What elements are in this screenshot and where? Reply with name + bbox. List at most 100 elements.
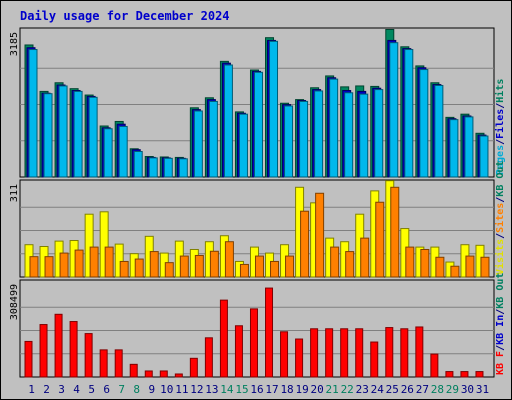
bar-pages [314,90,324,178]
x-tick-label: 18 [280,383,293,396]
bar-kb-f [310,328,319,378]
x-tick-label: 1 [28,383,35,396]
bar-kb-f [24,340,33,378]
bar-sites [119,260,129,278]
legend-entry: / [495,139,506,145]
bar-sites [164,262,174,278]
bar-pages [299,100,309,178]
x-tick-label: 19 [295,383,308,396]
legend-entry: KB In [495,315,506,345]
bar-sites [270,260,280,278]
bar-sites [254,255,264,278]
bar-sites [480,256,490,278]
bar-kb-f [84,333,93,378]
legend-entry: Hits [494,79,506,103]
x-tick-label: 29 [446,383,459,396]
bar-pages [253,71,263,178]
bar-pages [193,110,203,178]
x-tick-label: 20 [311,383,324,396]
x-tick-label: 8 [133,383,140,396]
bar-kb-f [144,370,153,378]
x-tick-label: 7 [118,383,125,396]
bar-sites [345,251,355,278]
x-tick-label: 3 [58,383,65,396]
bar-sites [89,246,99,278]
bar-kb-f [129,363,138,378]
x-tick-label: 28 [431,383,444,396]
bar-sites [285,255,295,278]
x-tick-label: 21 [326,383,339,396]
x-tick-label: 10 [160,383,173,396]
legend-entry: / [495,197,506,203]
bar-kb-f [54,313,63,378]
x-tick-label: 27 [416,383,429,396]
bar-kb-f [159,370,168,378]
bar-pages [419,69,429,178]
x-tick-label: 9 [148,383,155,396]
bar-kb-f [114,349,123,378]
x-tick-label: 11 [175,383,188,396]
x-tick-label: 16 [250,383,263,396]
bar-sites [59,252,69,278]
bar-sites [209,250,219,278]
bar-sites [450,265,460,278]
bar-pages [464,116,474,178]
panel-frame-middle [19,179,495,278]
x-tick-label: 30 [461,383,474,396]
bar-sites [375,201,385,278]
bar-sites [74,249,84,278]
legend-entry: KB Out [495,161,506,197]
bar-kb-f [189,357,198,378]
legend-entry: / [495,103,506,109]
bar-sites [405,246,415,278]
bar-sites [330,246,340,278]
bar-pages [344,92,354,178]
bar-sites [435,256,445,278]
x-tick-label: 15 [235,383,248,396]
bar-sites [134,258,144,278]
ymax-label-bottom: 308499 [9,284,20,320]
bar-pages [118,125,128,178]
panel-middle: 311 Visits/Sites/KB Out [9,161,506,278]
bar-kb-f [280,331,289,378]
bar-pages [103,128,113,178]
bar-kb-f [415,326,424,378]
bar-sites [300,210,310,278]
bar-sites [149,251,159,278]
bar-kb-f [340,328,349,378]
right-legend-middle: Visits/Sites/KB Out [494,161,506,275]
x-tick-label: 2 [43,383,50,396]
legend-entry: / [495,309,506,315]
legend-entry: Pages [495,145,506,175]
panel-top: 3185 Pages/Files/Hits [9,27,506,178]
x-tick-label: 6 [103,383,110,396]
bar-kb-f [460,371,469,378]
x-tick-label: 25 [386,383,399,396]
bar-kb-f [249,308,258,378]
bar-pages [223,64,233,178]
chart-title: Daily usage for December 2024 [20,9,230,23]
bar-kb-f [370,341,379,378]
x-tick-label: 5 [88,383,95,396]
x-tick-label: 23 [356,383,369,396]
legend-entry: KB F [495,351,506,375]
bar-kb-f [39,324,48,378]
bar-sites [104,246,114,278]
bar-sites [194,254,204,278]
bar-visits [99,211,109,278]
bar-pages [208,100,218,178]
bar-sites [239,263,249,278]
legend-entry: Sites [494,203,506,233]
x-tick-label: 24 [371,383,385,396]
bar-kb-f [445,371,454,378]
x-tick-label: 22 [341,383,354,396]
legend-entry: / [495,345,506,351]
legend-entry: KB Out [495,273,506,309]
ymax-label-top: 3185 [9,32,20,56]
bar-kb-f [204,337,213,378]
ymax-label-middle: 311 [9,184,20,202]
bar-pages [43,93,53,178]
right-legend-top: Pages/Files/Hits [494,79,506,175]
